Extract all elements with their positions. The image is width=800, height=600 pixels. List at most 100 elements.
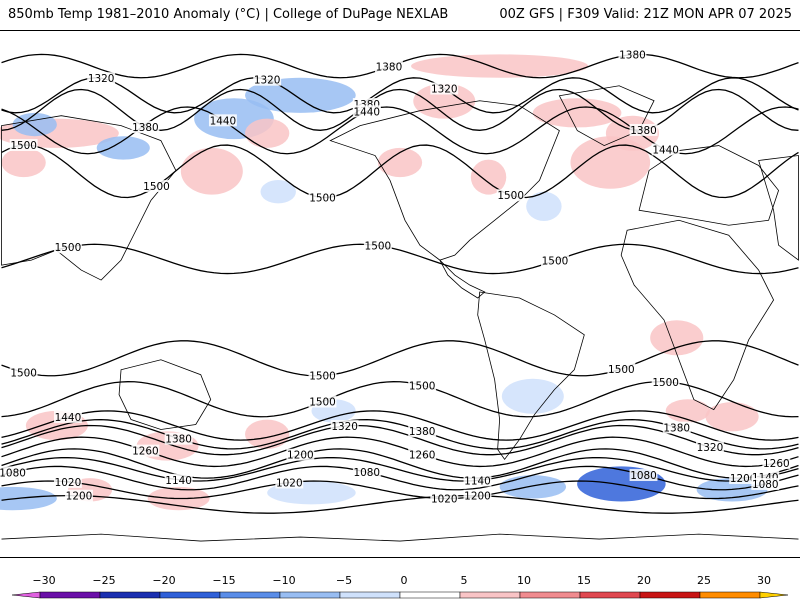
anomaly-patch — [411, 54, 589, 78]
contour-label: 1500 — [309, 371, 336, 383]
contour-label: 1020 — [55, 477, 82, 489]
colorbar-bin — [219, 591, 281, 599]
anomaly-patch — [501, 378, 564, 414]
colorbar-bin — [459, 591, 521, 599]
contour-1200 — [1, 448, 799, 479]
contour-label: 1380 — [663, 423, 690, 435]
contour-label: 1320 — [697, 442, 724, 454]
contour-label-bg — [142, 180, 171, 193]
colorbar: −30 −25 −20 −15 −10 −5 0 5 10 15 20 25 30 — [11, 574, 789, 599]
colorbar-bin — [399, 591, 461, 599]
valid-time: 00Z GFS | F309 Valid: 21Z MON APR 07 202… — [499, 7, 792, 22]
colorbar-bin — [699, 591, 761, 599]
colorbar-bin — [639, 591, 701, 599]
contour-label: 1380 — [409, 426, 436, 438]
contour-label-bg — [131, 444, 160, 457]
contour-label: 1440 — [353, 106, 380, 118]
south-america-outline — [477, 291, 585, 461]
contour-label-bg — [695, 441, 724, 454]
north-america-outline — [329, 100, 560, 261]
anomaly-patch — [260, 180, 296, 204]
contour-label: 1440 — [210, 115, 237, 127]
central-america-outline — [439, 259, 486, 299]
contour-label-bg — [131, 121, 160, 133]
contour-label-bg — [463, 489, 492, 502]
colorbar-tick-label: 20 — [637, 574, 651, 587]
contour-label-bg — [430, 492, 459, 505]
contour-label-bg — [164, 432, 193, 445]
contour-label-bg — [374, 60, 403, 73]
contour-label: 1440 — [652, 144, 679, 156]
contour-1200 — [1, 494, 799, 514]
contour-1440 — [1, 410, 799, 441]
contour-label: 1500 — [55, 242, 82, 254]
contour-label: 1440 — [55, 412, 82, 424]
contour-label-bg — [9, 139, 38, 152]
anomaly-patch — [532, 98, 622, 128]
colorbar-tick-label: 15 — [577, 574, 591, 587]
contour-label-bg — [9, 366, 38, 379]
contour-label-bg — [53, 241, 82, 254]
contour-label-bg — [352, 105, 381, 118]
contour-label-bg — [751, 478, 780, 490]
colorbar-tick-label: 5 — [461, 574, 468, 587]
contour-label-bg — [408, 425, 437, 438]
contour-label: 1260 — [409, 449, 436, 461]
colorbar-bin — [159, 591, 221, 599]
contour-label: 1500 — [652, 377, 679, 389]
colorbar-tick-label: 10 — [517, 574, 531, 587]
contour-label: 1080 — [0, 467, 26, 479]
contour-label-bg — [541, 254, 569, 267]
contour-label-bg — [463, 474, 492, 487]
contour-label: 1500 — [143, 181, 170, 193]
colorbar-bin — [579, 591, 641, 599]
colorbar-bin — [99, 591, 161, 599]
contour-label-bg — [618, 48, 647, 61]
height-contour-labels: 1380 1380 1320 1320 1320 1380 1380 1380 1440 1440… — [0, 48, 791, 506]
height-contours — [1, 53, 799, 514]
anomaly-map: 1380 1380 1320 1320 1320 1380 1380 1380 1440 1440… — [0, 30, 800, 558]
contour-label: 1320 — [331, 421, 358, 433]
anomaly-patch — [0, 486, 57, 511]
continent-outlines — [1, 85, 799, 542]
contour-label-bg — [286, 448, 315, 461]
contour-1140 — [1, 457, 799, 482]
contour-1080 — [1, 465, 799, 491]
contour-label: 1020 — [431, 494, 458, 506]
colorbar-bin — [39, 591, 101, 599]
colorbar-tick-label: 25 — [697, 574, 711, 587]
contour-label: 1320 — [431, 84, 458, 96]
colorbar-tick-label: −25 — [92, 574, 115, 587]
contour-label: 1380 — [165, 434, 192, 446]
colorbar-high-triangle — [759, 591, 789, 599]
contour-label-bg — [430, 82, 459, 95]
contour-label-bg — [651, 143, 680, 156]
anomaly-patch — [96, 136, 150, 160]
contour-label: 1500 — [542, 256, 569, 268]
colorbar-bin — [339, 591, 401, 599]
europe-outline — [638, 145, 780, 226]
contour-label-bg — [164, 473, 193, 486]
contour-label-bg — [607, 362, 636, 375]
contour-label-bg — [65, 489, 93, 502]
contour-label: 1500 — [409, 380, 436, 392]
contour-label: 1380 — [630, 125, 657, 137]
contour-label-bg — [352, 98, 381, 111]
colorbar-bin — [519, 591, 581, 599]
contour-label-bg — [53, 475, 82, 488]
colorbar-tick-label: 0 — [401, 574, 408, 587]
contour-label: 1380 — [619, 50, 646, 62]
header: 850mb Temp 1981–2010 Anomaly (°C) | Coll… — [0, 0, 800, 30]
anomaly-patch — [650, 320, 704, 356]
contour-label: 1080 — [630, 470, 657, 482]
contour-label-bg — [363, 239, 392, 252]
anomaly-patch — [705, 402, 759, 432]
contour-label-bg — [651, 375, 680, 388]
contour-label-bg — [352, 466, 381, 479]
product-title: 850mb Temp 1981–2010 Anomaly (°C) | Coll… — [8, 7, 449, 22]
contour-1500 — [1, 340, 799, 377]
contour-label: 1080 — [752, 479, 779, 491]
contour-label-bg — [253, 73, 282, 86]
contour-label-bg — [308, 369, 337, 382]
asia-west-outline — [758, 155, 799, 261]
